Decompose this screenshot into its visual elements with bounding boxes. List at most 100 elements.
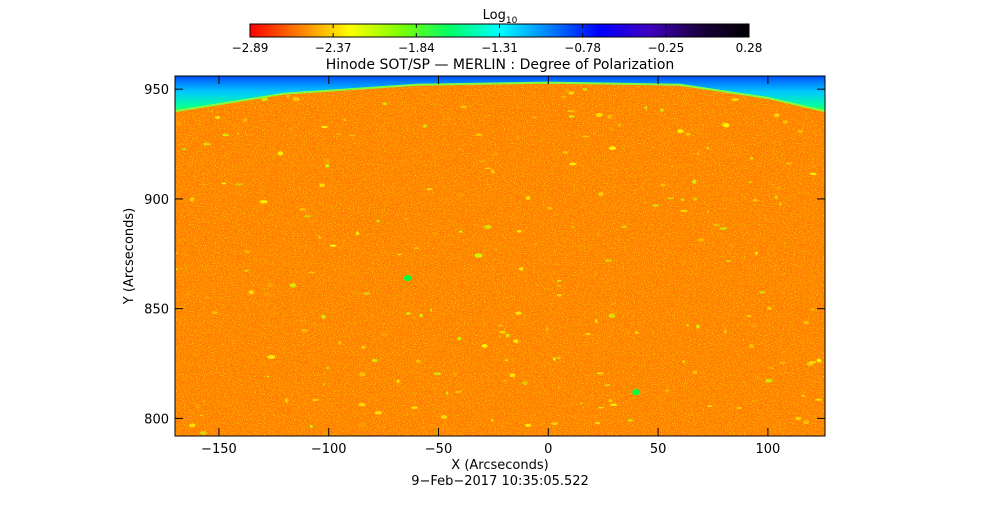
polarization-patch bbox=[210, 110, 213, 112]
polarization-patch bbox=[643, 200, 647, 205]
polarization-patch bbox=[497, 324, 503, 327]
polarization-patch bbox=[363, 292, 371, 295]
polarization-patch bbox=[768, 367, 775, 369]
polarization-patch bbox=[214, 116, 221, 119]
polarization-patch bbox=[774, 195, 778, 200]
y-tick-label: 950 bbox=[144, 83, 169, 98]
polarization-patch bbox=[706, 146, 710, 150]
polarization-patch bbox=[562, 151, 569, 154]
polarization-patch bbox=[309, 424, 313, 429]
polarization-patch bbox=[413, 247, 419, 250]
x-axis-label: X (Arcseconds) bbox=[451, 458, 548, 473]
polarization-patch bbox=[598, 406, 605, 409]
off-limb-region bbox=[175, 76, 825, 112]
polarization-patch bbox=[266, 375, 270, 378]
colorbar-tick-label: −0.25 bbox=[647, 41, 684, 55]
polarization-patch bbox=[609, 127, 613, 132]
y-axis: 800 850 900 950 bbox=[144, 83, 825, 427]
polarization-patch bbox=[513, 339, 519, 344]
colorbar-tick-label: −2.89 bbox=[232, 41, 269, 55]
polarization-patch bbox=[321, 125, 328, 129]
x-tick-label: −50 bbox=[425, 442, 452, 457]
polarization-patch bbox=[381, 332, 389, 337]
polarization-patch bbox=[367, 398, 371, 403]
polarization-patch bbox=[415, 359, 422, 363]
polarization-patch bbox=[460, 105, 468, 109]
colorbar-ticks: −2.89 −2.37 −1.84 −1.31 −0.78 −0.25 0.28 bbox=[232, 24, 762, 55]
polarization-patch bbox=[277, 151, 284, 156]
polarization-patch bbox=[566, 110, 575, 113]
polarization-patch bbox=[801, 420, 808, 422]
polarization-patch bbox=[299, 208, 307, 211]
colorbar: Log10 −2.89 −2.37 −1.84 −1.31 −0.78 −0.25 0.28 bbox=[232, 8, 763, 55]
polarization-patch bbox=[682, 360, 685, 364]
polarization-patch bbox=[556, 294, 562, 297]
polarization-patch bbox=[374, 411, 383, 415]
polarization-patch bbox=[411, 401, 417, 404]
polarization-patch bbox=[581, 135, 589, 138]
polarization-patch bbox=[484, 167, 492, 169]
polarization-patch bbox=[522, 381, 528, 385]
polarization-patch bbox=[267, 355, 276, 359]
polarization-patch bbox=[515, 135, 520, 140]
polarization-patch bbox=[809, 360, 817, 364]
polarization-patch bbox=[627, 419, 634, 422]
strong-polarization-patch bbox=[632, 389, 641, 396]
polarization-patch bbox=[605, 259, 613, 262]
polarization-patch bbox=[263, 292, 271, 296]
polarization-patch bbox=[555, 285, 562, 287]
x-tick-label: −150 bbox=[201, 442, 237, 457]
polarization-patch bbox=[509, 373, 516, 378]
polarization-patch bbox=[571, 226, 575, 228]
polarization-patch bbox=[664, 256, 668, 260]
polarization-patch bbox=[667, 197, 674, 200]
x-axis: −150 −100 −50 0 50 100 bbox=[201, 76, 780, 457]
polarization-patch bbox=[236, 132, 240, 135]
polarization-patch bbox=[492, 152, 498, 156]
polarization-patch bbox=[717, 138, 724, 141]
polarization-patch bbox=[652, 204, 659, 207]
polarization-patch bbox=[515, 311, 522, 316]
polarization-patch bbox=[457, 148, 462, 150]
polarization-patch bbox=[692, 197, 698, 201]
polarization-patch bbox=[410, 406, 418, 410]
polarization-patch bbox=[660, 108, 664, 112]
polarization-patch bbox=[196, 405, 199, 408]
polarization-patch bbox=[305, 147, 308, 151]
plot-frame bbox=[174, 75, 826, 437]
polarization-patch bbox=[774, 113, 780, 118]
polarization-patch bbox=[750, 206, 753, 210]
polarization-patch bbox=[357, 423, 366, 428]
polarization-patch bbox=[343, 119, 347, 121]
polarization-patch bbox=[475, 133, 483, 136]
polarization-patch bbox=[584, 333, 592, 335]
polarization-patch bbox=[221, 182, 227, 185]
polarization-patch bbox=[651, 147, 656, 149]
polarization-patch bbox=[604, 384, 611, 386]
polarization-patch bbox=[728, 244, 735, 248]
polarization-patch bbox=[500, 424, 506, 429]
polarization-speckle bbox=[175, 76, 825, 436]
polarization-patch bbox=[289, 283, 297, 288]
polarization-patch bbox=[248, 290, 254, 295]
polarization-patch bbox=[596, 372, 605, 375]
polarization-patch bbox=[284, 398, 289, 403]
polarization-patch bbox=[311, 322, 316, 325]
polarization-patch bbox=[399, 159, 407, 163]
polarization-patch bbox=[621, 226, 628, 229]
polarization-patch bbox=[431, 232, 440, 235]
polarization-patch bbox=[766, 306, 772, 311]
polarization-patch bbox=[396, 253, 402, 256]
polarization-patch bbox=[329, 244, 337, 247]
polarization-patch bbox=[609, 403, 618, 406]
polarization-patch bbox=[594, 319, 598, 324]
colorbar-tick-label: −2.37 bbox=[315, 41, 352, 55]
polarization-patch bbox=[243, 117, 247, 122]
polarization-patch bbox=[308, 221, 314, 224]
polarization-patch bbox=[755, 377, 761, 380]
polarization-patch bbox=[375, 219, 381, 223]
polarization-patch bbox=[749, 180, 752, 184]
polarization-patch bbox=[582, 88, 588, 91]
polarization-patch bbox=[685, 132, 691, 136]
polarization-patch bbox=[801, 394, 806, 397]
